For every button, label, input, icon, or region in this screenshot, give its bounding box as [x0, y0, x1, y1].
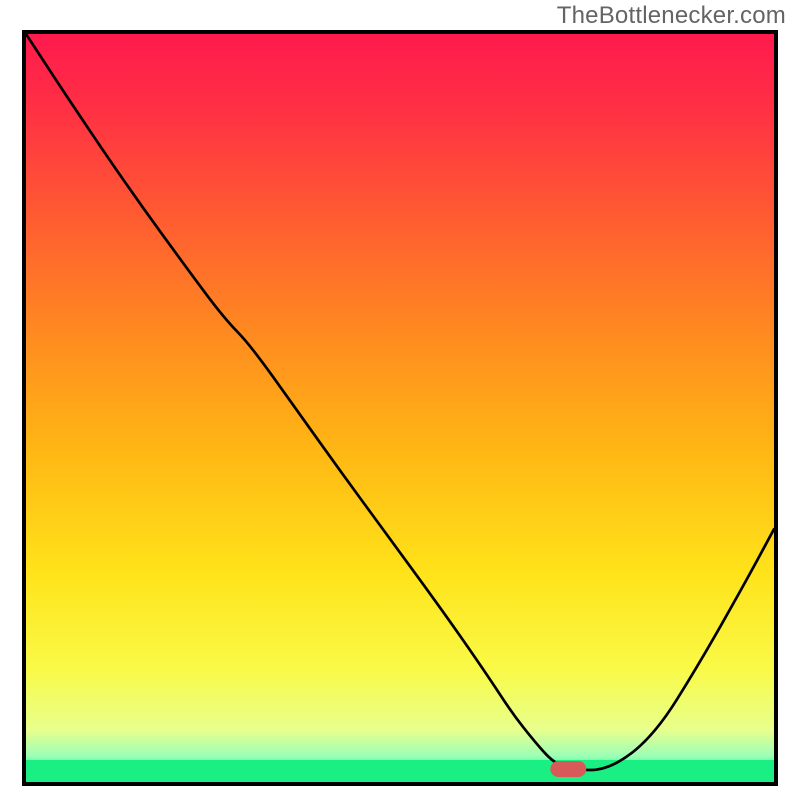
- page-root: TheBottlenecker.com: [0, 0, 800, 800]
- watermark-text: TheBottlenecker.com: [557, 2, 786, 30]
- chart-svg: [26, 34, 774, 782]
- gradient-background: [26, 34, 774, 782]
- chart-area: [26, 34, 774, 782]
- green-bottom-band: [26, 760, 774, 782]
- optimal-marker: [550, 761, 586, 777]
- chart-frame: [22, 30, 778, 786]
